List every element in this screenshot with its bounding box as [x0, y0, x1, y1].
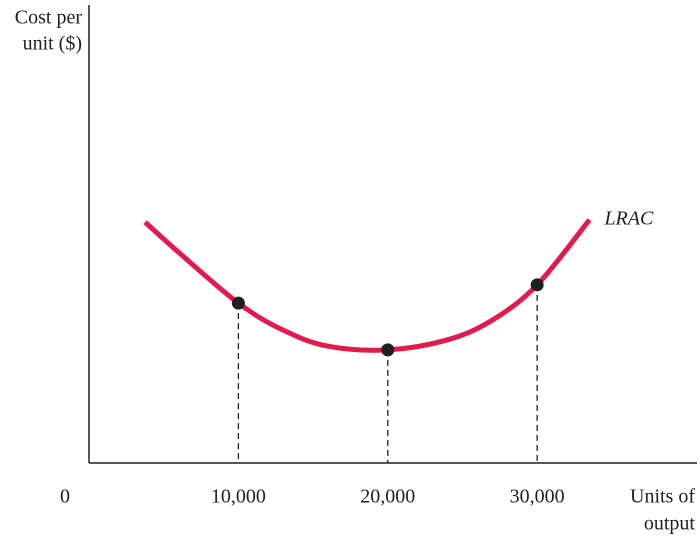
x-tick-label: 30,000 [510, 486, 565, 508]
x-axis-label: Units of [630, 486, 695, 508]
point [231, 296, 245, 310]
point [381, 343, 395, 357]
curve-label: LRAC [603, 207, 654, 229]
x-tick-label: 20,000 [360, 486, 415, 508]
lrac-curve [143, 218, 592, 353]
x-tick-label: 10,000 [211, 486, 266, 508]
x-tick-label: 0 [60, 486, 70, 508]
y-axis-label: unit ($) [23, 33, 82, 55]
point [530, 278, 544, 292]
y-axis-label: Cost per [15, 7, 83, 29]
x-axis-label: output [644, 513, 696, 535]
